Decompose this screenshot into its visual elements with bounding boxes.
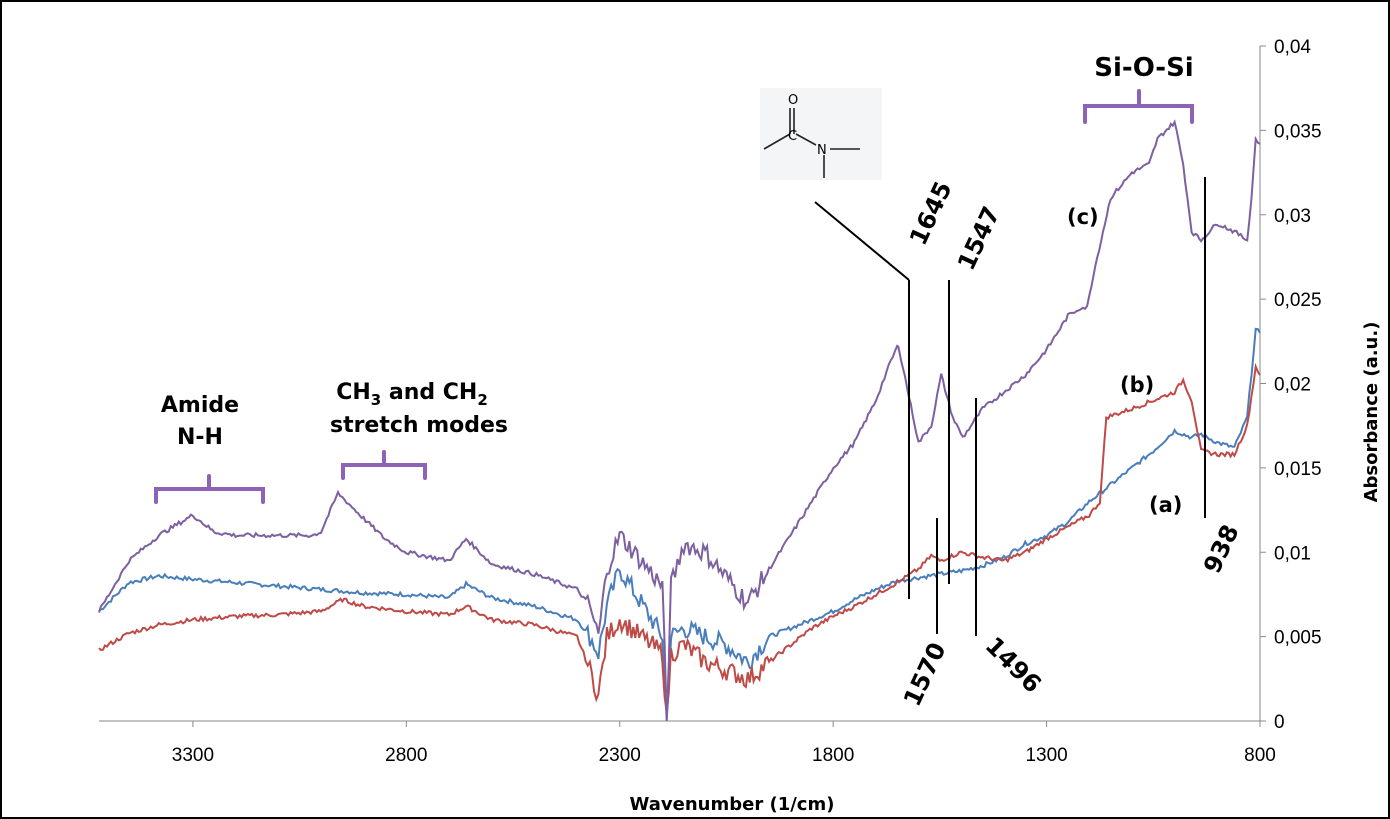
curve-label-a: (a) xyxy=(1149,493,1182,517)
ch-stretch-label-line2: stretch modes xyxy=(330,413,508,438)
y-tick-label: 0,015 xyxy=(1274,459,1322,480)
series-line-a xyxy=(98,327,1261,720)
annotation-lines xyxy=(814,177,1206,636)
ch3-prefix: CH xyxy=(336,380,371,405)
ch3-sub: 3 xyxy=(371,391,381,409)
curve-label-c: (c) xyxy=(1067,205,1099,229)
y-tick-label: 0,02 xyxy=(1274,375,1311,396)
ch2-sub: 2 xyxy=(477,391,487,409)
x-tick-label: 1800 xyxy=(812,745,854,766)
x-axis-label: Wavenumber (1/cm) xyxy=(630,794,835,815)
si-o-si-label: Si-O-Si xyxy=(1094,53,1193,83)
brackets xyxy=(154,89,1194,504)
peak-label-1496: 1496 xyxy=(980,631,1047,698)
curve-label-b: (b) xyxy=(1120,373,1154,397)
x-tick-label: 800 xyxy=(1244,745,1276,766)
x-tick-label: 2300 xyxy=(599,745,641,766)
y-tick-label: 0,04 xyxy=(1274,37,1311,58)
ch-stretch-label-line1: CH3 and CH2 xyxy=(336,380,488,409)
peak-label-1645: 1645 xyxy=(904,177,958,249)
structure-atom-c: C xyxy=(788,129,797,144)
structure-atom-n: N xyxy=(817,143,827,158)
peak-label-1570: 1570 xyxy=(898,638,952,710)
series-line-c xyxy=(98,119,1261,722)
x-tick-label: 3300 xyxy=(172,745,214,766)
peak-label-1547: 1547 xyxy=(952,202,1006,274)
y-axis-label: Absorbance (a.u.) xyxy=(1361,322,1382,503)
y-tick-label: 0,03 xyxy=(1274,206,1311,227)
y-tick-label: 0,005 xyxy=(1274,628,1322,649)
amide-structure: O C N xyxy=(760,88,882,180)
y-tick-label: 0 xyxy=(1274,712,1285,733)
structure-atom-o: O xyxy=(788,93,798,108)
peak-label-938: 938 xyxy=(1198,520,1245,577)
y-tick-label: 0,025 xyxy=(1274,290,1322,311)
amide-label-line2: N-H xyxy=(177,425,223,450)
x-tick-label: 2800 xyxy=(385,745,427,766)
y-tick-label: 0,035 xyxy=(1274,121,1322,142)
ch-mid: and CH xyxy=(381,380,477,405)
amide-label-line1: Amide xyxy=(161,393,239,418)
x-tick-label: 1300 xyxy=(1025,745,1067,766)
series-line-b xyxy=(98,362,1261,713)
y-tick-label: 0,01 xyxy=(1274,543,1311,564)
